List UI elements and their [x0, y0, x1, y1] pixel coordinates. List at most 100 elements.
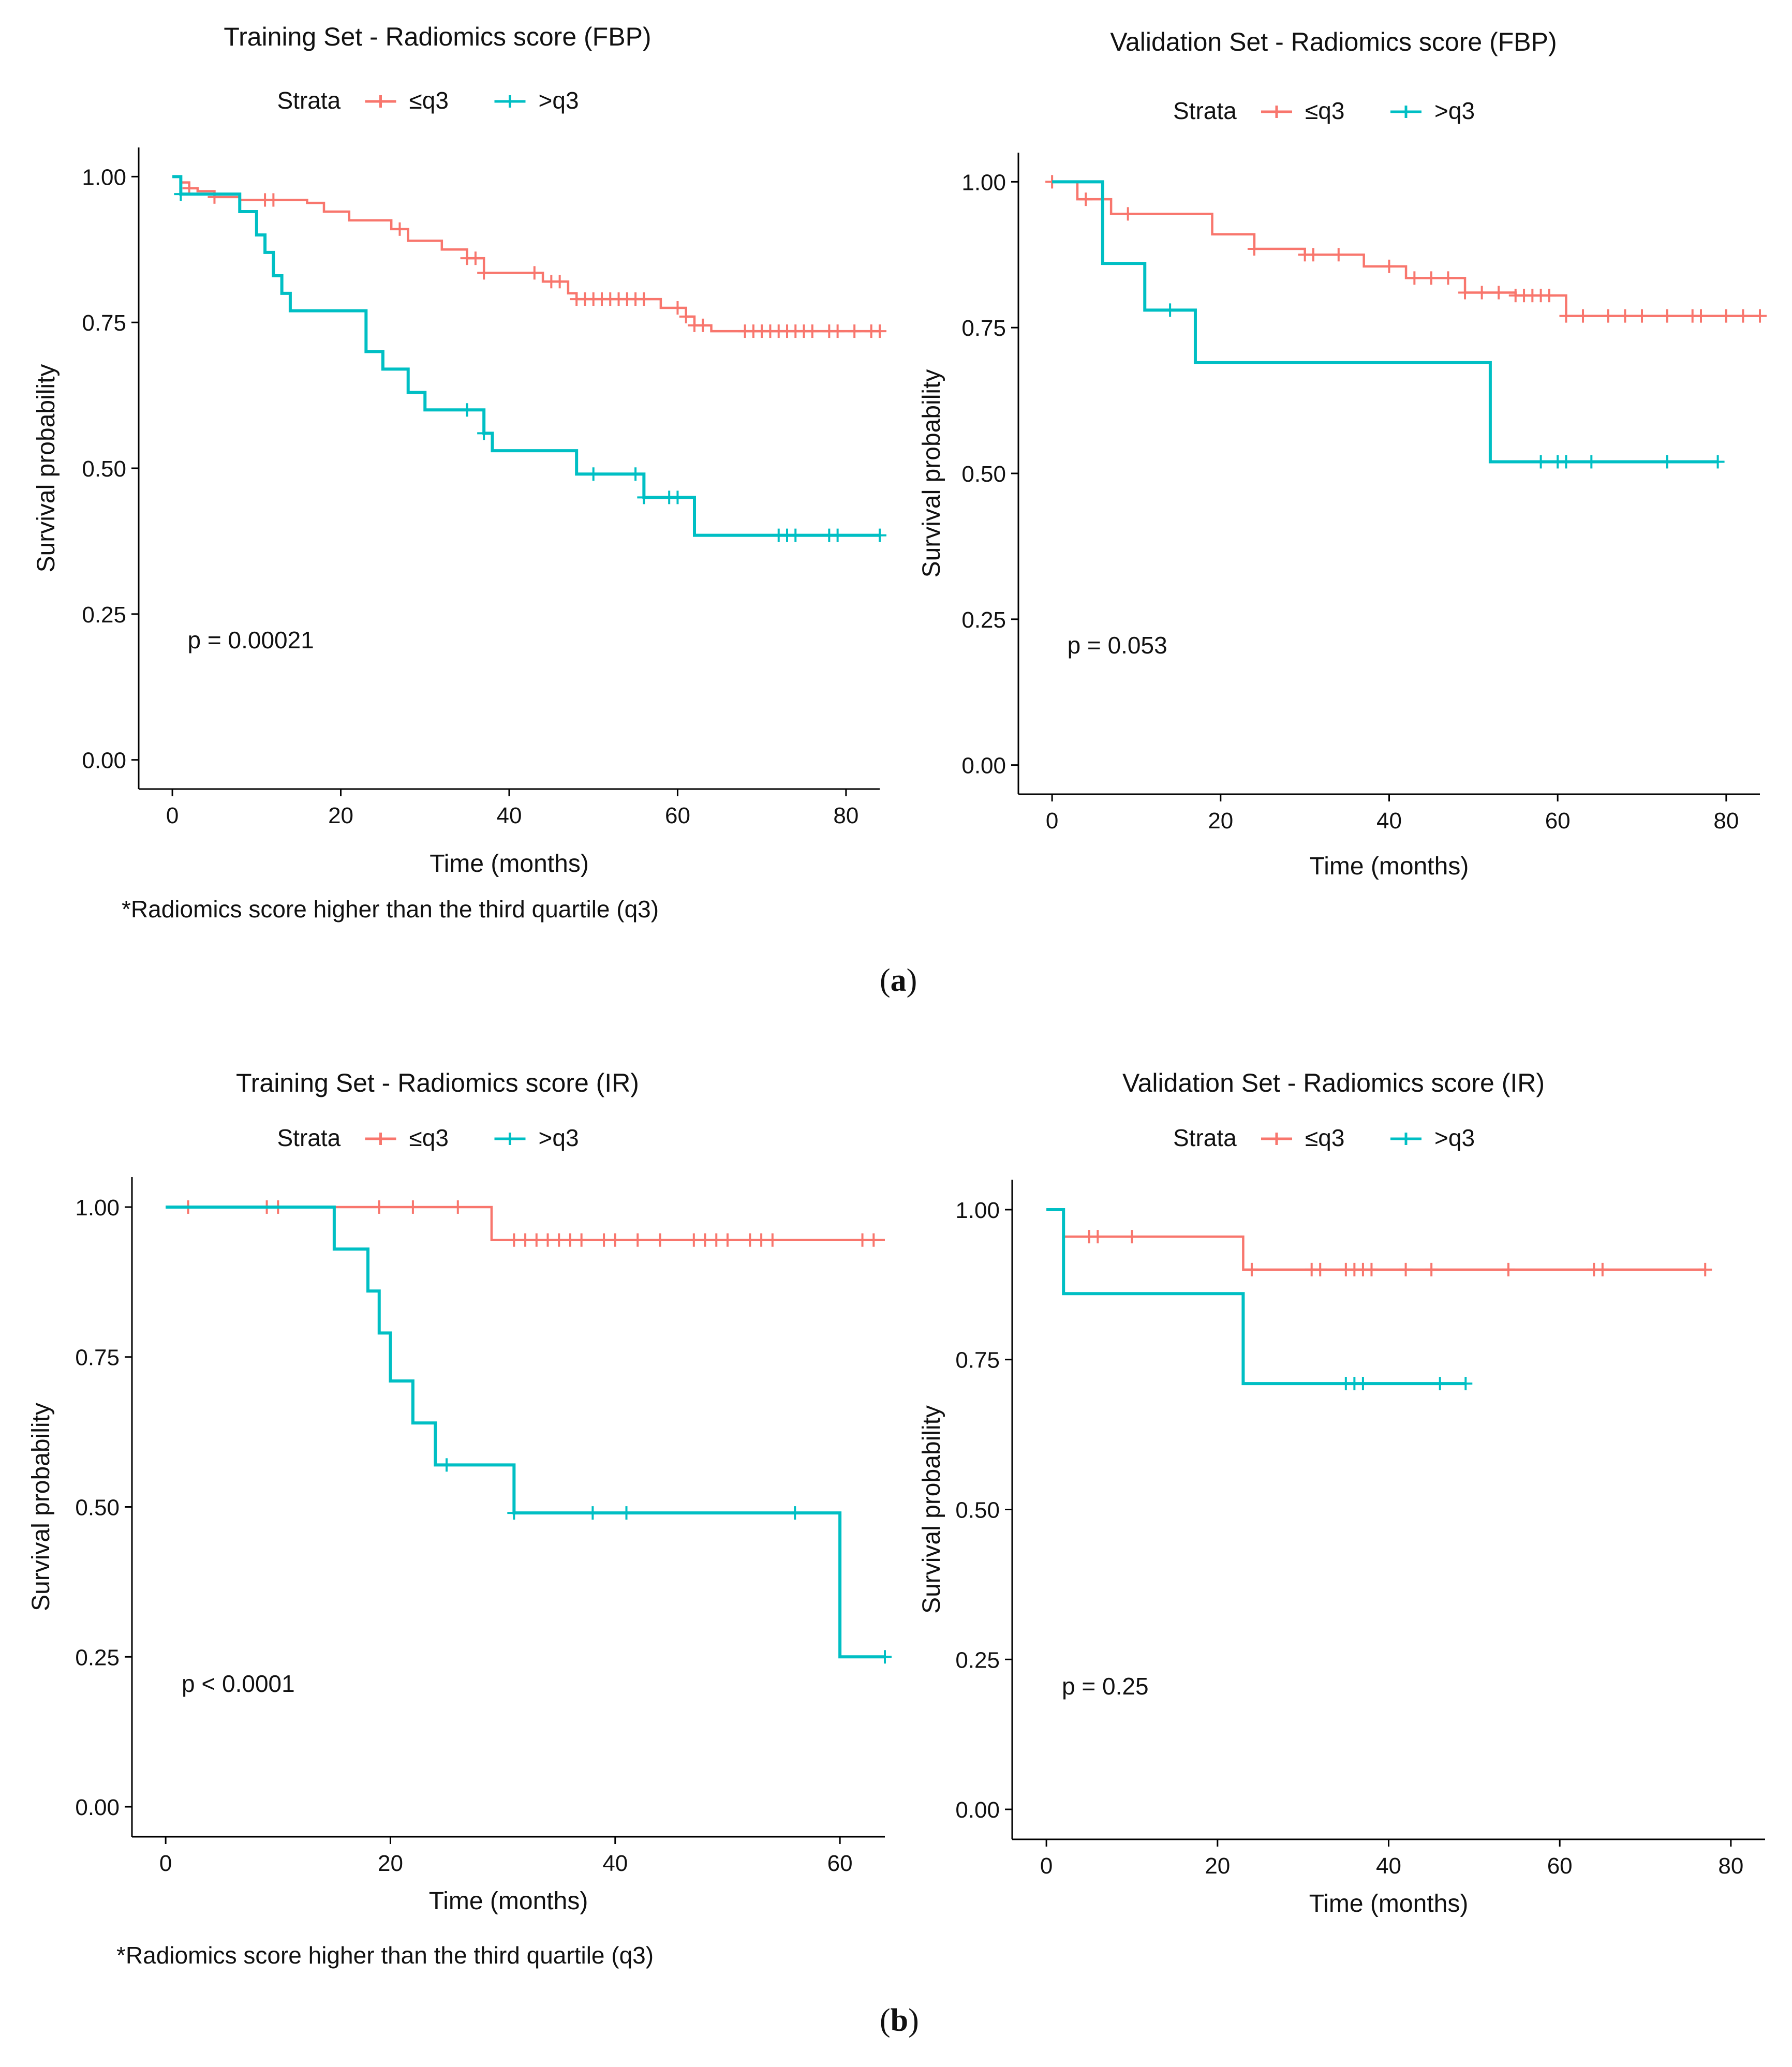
chart-title: Validation Set - Radiomics score (IR): [1122, 1068, 1545, 1097]
censor-mark: [878, 1650, 892, 1664]
y-tick-label: 0.50: [955, 1498, 1000, 1523]
y-tick-label: 0.25: [75, 1645, 120, 1670]
censor-mark: [1542, 289, 1556, 303]
y-tick-label: 0.00: [955, 1797, 1000, 1823]
censor-mark: [671, 301, 685, 315]
panel-label-b-open: (: [880, 2003, 891, 2038]
censor-mark: [541, 1233, 555, 1247]
censor-mark: [208, 190, 221, 204]
censor-mark: [805, 324, 819, 338]
censor-mark: [873, 528, 886, 542]
censor-mark: [527, 266, 541, 280]
series-0: [172, 175, 886, 338]
censor-mark: [1584, 455, 1598, 469]
censor-mark: [519, 1233, 532, 1247]
censor-mark: [629, 467, 643, 481]
censor-mark: [1595, 1262, 1609, 1276]
y-tick-label: 0.75: [955, 1348, 1000, 1373]
censor-mark: [1753, 309, 1767, 323]
y-tick-label: 0.75: [82, 310, 126, 336]
censor-mark: [1091, 1230, 1105, 1244]
censor-mark: [586, 467, 600, 481]
censor-mark: [789, 528, 803, 542]
censor-mark: [1382, 259, 1396, 273]
legend-title: Strata: [277, 1124, 341, 1151]
censor-mark: [1163, 303, 1177, 317]
series-1: [166, 1205, 892, 1664]
legend-title: Strata: [1173, 1124, 1237, 1151]
censor-mark: [765, 1233, 779, 1247]
censor-mark: [266, 193, 280, 207]
legend-label: ≤q3: [1305, 1124, 1344, 1151]
censor-mark: [563, 1233, 577, 1247]
y-tick-label: 0.50: [961, 462, 1006, 487]
y-axis-label: Survival probability: [33, 364, 60, 573]
x-axis-label: Time (months): [430, 850, 589, 878]
censor-mark: [848, 324, 862, 338]
censor-mark: [552, 1233, 566, 1247]
censor-mark: [679, 309, 693, 323]
censor-mark: [1736, 309, 1750, 323]
y-tick-label: 1.00: [82, 165, 126, 190]
x-tick-label: 20: [1208, 808, 1233, 834]
censor-mark: [1425, 1262, 1439, 1276]
censor-mark: [1698, 1262, 1712, 1276]
survival-curve: [1046, 1208, 1706, 1271]
km-chart-training-fbp: Training Set - Radiomics score (FBP) Stra…: [33, 22, 886, 878]
censor-mark: [1492, 286, 1506, 300]
x-tick-label: 40: [497, 803, 522, 828]
censor-mark: [831, 324, 845, 338]
y-tick-label: 1.00: [961, 170, 1006, 195]
y-tick-label: 0.25: [82, 602, 126, 628]
x-tick-label: 80: [1713, 808, 1739, 834]
x-axis-label: Time (months): [1309, 1890, 1469, 1917]
series-0: [1045, 175, 1767, 323]
footnote-a: *Radiomics score higher than the third q…: [122, 896, 659, 923]
censor-mark: [1424, 271, 1438, 285]
y-axis-label: Survival probability: [918, 369, 945, 578]
censor-mark: [1635, 309, 1649, 323]
survival-curve: [1052, 181, 1760, 317]
y-tick-label: 0.50: [75, 1495, 120, 1521]
p-value: p = 0.053: [1068, 632, 1167, 659]
panel-label-a-letter: a: [890, 963, 907, 998]
censor-mark: [1433, 1377, 1447, 1391]
km-chart-validation-ir: Validation Set - Radiomics score (IR) Str…: [918, 1068, 1765, 1917]
y-tick-label: 0.25: [961, 607, 1006, 633]
x-tick-label: 60: [827, 1851, 853, 1876]
y-tick-label: 1.00: [75, 1195, 120, 1221]
y-tick-label: 1.00: [955, 1198, 1000, 1223]
x-tick-label: 0: [1040, 1853, 1053, 1879]
legend-label: ≤q3: [1305, 97, 1344, 124]
x-tick-label: 20: [328, 803, 353, 828]
censor-mark: [687, 1233, 701, 1247]
y-tick-label: 0.75: [75, 1345, 120, 1371]
y-tick-label: 0.00: [75, 1795, 120, 1820]
censor-mark: [477, 426, 491, 440]
censor-mark: [1313, 1262, 1327, 1276]
survival-curve: [172, 175, 880, 333]
censor-mark: [460, 403, 474, 417]
panel-label-a-close: ): [906, 963, 917, 998]
series-1: [172, 175, 886, 542]
survival-curve: [1052, 180, 1718, 464]
x-tick-label: 60: [1547, 1853, 1573, 1879]
censor-mark: [619, 1506, 633, 1520]
censor-mark: [1079, 192, 1093, 206]
censor-mark: [477, 266, 491, 280]
censor-mark: [174, 187, 188, 201]
series-1: [1046, 1208, 1473, 1391]
panel-label-b-letter: b: [890, 2003, 909, 2038]
censor-mark: [1399, 1262, 1413, 1276]
censor-mark: [586, 1506, 600, 1520]
censor-mark: [1711, 455, 1725, 469]
censor-mark: [831, 528, 845, 542]
chart-title: Training Set - Radiomics score (FBP): [224, 22, 651, 51]
censor-mark: [1245, 1262, 1258, 1276]
legend-label: >q3: [539, 87, 579, 114]
censor-mark: [788, 1506, 802, 1520]
censor-mark: [406, 1200, 420, 1214]
x-tick-label: 60: [1545, 808, 1571, 834]
censor-mark: [637, 292, 651, 306]
chart-title: Training Set - Radiomics score (IR): [236, 1068, 639, 1097]
